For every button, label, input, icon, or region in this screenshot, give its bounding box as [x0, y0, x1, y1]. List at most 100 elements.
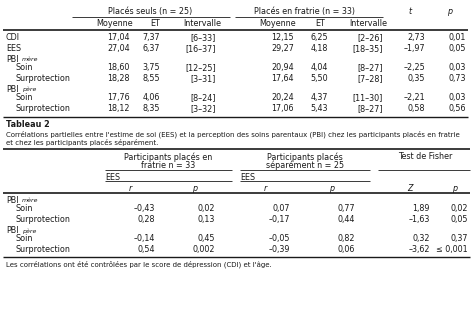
Text: [8–24]: [8–24] — [191, 93, 216, 102]
Text: 4,06: 4,06 — [143, 93, 160, 102]
Text: 0,35: 0,35 — [408, 74, 425, 83]
Text: 0,13: 0,13 — [198, 215, 215, 224]
Text: 0,03: 0,03 — [448, 63, 466, 72]
Text: 0,002: 0,002 — [192, 245, 215, 254]
Text: 5,43: 5,43 — [310, 104, 328, 113]
Text: 0,02: 0,02 — [450, 204, 468, 213]
Text: 0,82: 0,82 — [337, 234, 355, 243]
Text: Test de Fisher: Test de Fisher — [398, 152, 452, 161]
Text: 0,56: 0,56 — [448, 104, 466, 113]
Text: fratrie n = 33: fratrie n = 33 — [141, 161, 195, 170]
Text: 8,35: 8,35 — [143, 104, 160, 113]
Text: –2,25: –2,25 — [403, 63, 425, 72]
Text: –0,17: –0,17 — [268, 215, 290, 224]
Text: 0,44: 0,44 — [337, 215, 355, 224]
Text: PBI: PBI — [6, 55, 18, 64]
Text: 4,04: 4,04 — [310, 63, 328, 72]
Text: ET: ET — [150, 19, 160, 28]
Text: Z: Z — [407, 184, 413, 193]
Text: ≤ 0,001: ≤ 0,001 — [437, 245, 468, 254]
Text: EES: EES — [105, 173, 120, 182]
Text: séparément n = 25: séparément n = 25 — [266, 161, 344, 171]
Text: Intervalle: Intervalle — [349, 19, 387, 28]
Text: Intervalle: Intervalle — [183, 19, 221, 28]
Text: [6–33]: [6–33] — [191, 33, 216, 42]
Text: EES: EES — [6, 44, 21, 53]
Text: PBI: PBI — [6, 85, 18, 94]
Text: 18,60: 18,60 — [108, 63, 130, 72]
Text: 8,55: 8,55 — [142, 74, 160, 83]
Text: Soin: Soin — [16, 93, 33, 102]
Text: 6,37: 6,37 — [143, 44, 160, 53]
Text: 17,04: 17,04 — [108, 33, 130, 42]
Text: 17,76: 17,76 — [108, 93, 130, 102]
Text: p: p — [453, 184, 457, 193]
Text: EES: EES — [240, 173, 255, 182]
Text: 0,02: 0,02 — [198, 204, 215, 213]
Text: p: p — [329, 184, 335, 193]
Text: Surprotection: Surprotection — [16, 215, 71, 224]
Text: 27,04: 27,04 — [108, 44, 130, 53]
Text: –3,62: –3,62 — [409, 245, 430, 254]
Text: 0,28: 0,28 — [137, 215, 155, 224]
Text: –2,21: –2,21 — [403, 93, 425, 102]
Text: Corrélations partielles entre l'estime de soi (EES) et la perception des soins p: Corrélations partielles entre l'estime d… — [6, 130, 460, 138]
Text: t: t — [409, 7, 411, 16]
Text: 17,64: 17,64 — [272, 74, 294, 83]
Text: [3–32]: [3–32] — [191, 104, 216, 113]
Text: CDI: CDI — [6, 33, 20, 42]
Text: Les corrélations ont été contrôlées par le score de dépression (CDI) et l'âge.: Les corrélations ont été contrôlées par … — [6, 260, 272, 268]
Text: père: père — [22, 228, 36, 234]
Text: p: p — [447, 7, 453, 16]
Text: [8–27]: [8–27] — [357, 104, 383, 113]
Text: 0,77: 0,77 — [337, 204, 355, 213]
Text: [7–28]: [7–28] — [357, 74, 383, 83]
Text: Moyenne: Moyenne — [260, 19, 296, 28]
Text: mère: mère — [22, 198, 38, 203]
Text: 4,18: 4,18 — [310, 44, 328, 53]
Text: [8–27]: [8–27] — [357, 63, 383, 72]
Text: [11–30]: [11–30] — [353, 93, 383, 102]
Text: 7,37: 7,37 — [142, 33, 160, 42]
Text: 5,50: 5,50 — [310, 74, 328, 83]
Text: Participants placés en: Participants placés en — [124, 152, 212, 161]
Text: 20,94: 20,94 — [272, 63, 294, 72]
Text: 2,73: 2,73 — [407, 33, 425, 42]
Text: r: r — [264, 184, 266, 193]
Text: 0,54: 0,54 — [137, 245, 155, 254]
Text: 18,12: 18,12 — [108, 104, 130, 113]
Text: 0,05: 0,05 — [450, 215, 468, 224]
Text: mère: mère — [22, 57, 38, 62]
Text: 0,37: 0,37 — [450, 234, 468, 243]
Text: Surprotection: Surprotection — [16, 245, 71, 254]
Text: père: père — [22, 87, 36, 93]
Text: Placés seuls (n = 25): Placés seuls (n = 25) — [108, 7, 192, 16]
Text: 18,28: 18,28 — [108, 74, 130, 83]
Text: [3–31]: [3–31] — [191, 74, 216, 83]
Text: PBI: PBI — [6, 226, 18, 235]
Text: –0,14: –0,14 — [134, 234, 155, 243]
Text: [2–26]: [2–26] — [357, 33, 383, 42]
Text: 4,37: 4,37 — [310, 93, 328, 102]
Text: Tableau 2: Tableau 2 — [6, 120, 50, 129]
Text: et chez les participants placés séparément.: et chez les participants placés séparéme… — [6, 139, 158, 146]
Text: 0,73: 0,73 — [448, 74, 466, 83]
Text: 0,01: 0,01 — [448, 33, 466, 42]
Text: 20,24: 20,24 — [272, 93, 294, 102]
Text: r: r — [128, 184, 132, 193]
Text: 0,58: 0,58 — [408, 104, 425, 113]
Text: ET: ET — [315, 19, 325, 28]
Text: 1,89: 1,89 — [412, 204, 430, 213]
Text: Placés en fratrie (n = 33): Placés en fratrie (n = 33) — [255, 7, 356, 16]
Text: [12–25]: [12–25] — [185, 63, 216, 72]
Text: Moyenne: Moyenne — [97, 19, 133, 28]
Text: –1,63: –1,63 — [409, 215, 430, 224]
Text: p: p — [192, 184, 198, 193]
Text: Surprotection: Surprotection — [16, 74, 71, 83]
Text: –0,39: –0,39 — [268, 245, 290, 254]
Text: 17,06: 17,06 — [272, 104, 294, 113]
Text: 6,25: 6,25 — [310, 33, 328, 42]
Text: 12,15: 12,15 — [272, 33, 294, 42]
Text: 0,45: 0,45 — [198, 234, 215, 243]
Text: 0,05: 0,05 — [448, 44, 466, 53]
